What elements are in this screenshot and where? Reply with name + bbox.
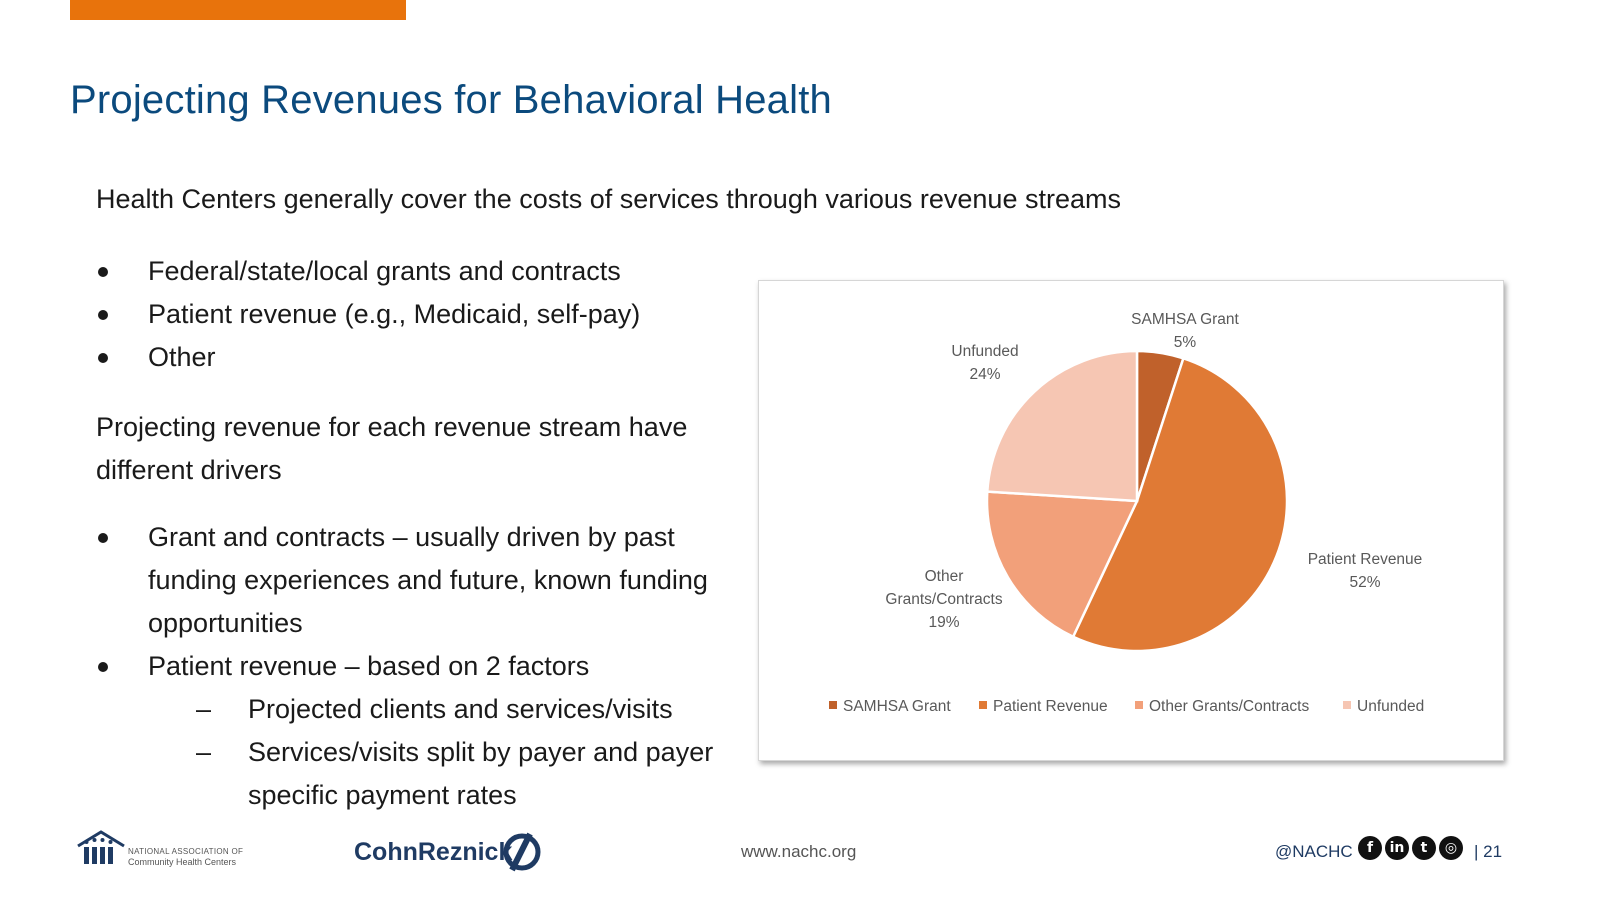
website-link[interactable]: www.nachc.org: [741, 842, 857, 861]
revenue-stream-list: Federal/state/local grants and contracts…: [96, 250, 640, 379]
pie-data-label: Patient Revenue 52%: [1308, 551, 1423, 591]
page-number: | 21: [1474, 842, 1503, 861]
drivers-paragraph: Projecting revenue for each revenue stre…: [96, 412, 688, 485]
list-item: Patient revenue – based on 2 factors: [96, 645, 736, 688]
patient-revenue-factors: Projected clients and services/visits Se…: [196, 688, 716, 817]
pie-data-label: Unfunded 24%: [951, 343, 1018, 383]
revenue-pie-chart: SAMHSA Grant 5% Patient Revenue 52% Other Gra…: [758, 280, 1504, 761]
linkedin-icon[interactable]: in: [1385, 836, 1409, 860]
list-item: Patient revenue (e.g., Medicaid, self-pa…: [96, 293, 640, 336]
pie-slice: [1071, 356, 1289, 653]
partner-logo-text: CohnReznick: [354, 838, 513, 866]
drivers-list: Grant and contracts – usually driven by …: [96, 516, 736, 688]
nachc-org-name: NATIONAL ASSOCIATION OF Community Health…: [128, 847, 244, 867]
cohnreznick-logo-icon: [503, 832, 541, 872]
pie-slice: [985, 349, 1139, 503]
page-title: Projecting Revenues for Behavioral Healt…: [70, 78, 832, 122]
pie-data-label: Other Grants/Contracts 19%: [885, 568, 1002, 631]
list-item: Projected clients and services/visits: [196, 688, 716, 731]
legend-swatch: [1343, 701, 1351, 709]
legend-label: Patient Revenue: [993, 698, 1108, 715]
legend-label: SAMHSA Grant: [843, 698, 951, 715]
twitter-icon[interactable]: t: [1412, 836, 1436, 860]
legend-swatch: [829, 701, 837, 709]
pie-slice: [985, 490, 1139, 639]
pie-chart-canvas: SAMHSA Grant 5% Patient Revenue 52% Other Gra…: [829, 311, 1424, 715]
list-item: Other: [96, 336, 640, 379]
legend-label: Other Grants/Contracts: [1149, 698, 1309, 715]
legend-swatch: [979, 701, 987, 709]
facebook-icon[interactable]: f: [1358, 836, 1382, 860]
list-item: Grant and contracts – usually driven by …: [96, 516, 736, 645]
list-item: Services/visits split by payer and payer…: [196, 731, 716, 817]
intro-text: Health Centers generally cover the costs…: [96, 184, 1121, 214]
instagram-icon[interactable]: ◎: [1439, 836, 1463, 860]
social-handle: @NACHC: [1275, 842, 1353, 861]
pie-data-label: SAMHSA Grant 5%: [1131, 311, 1239, 351]
legend-label: Unfunded: [1357, 698, 1424, 715]
nachc-logo-icon: [77, 830, 125, 864]
list-item: Federal/state/local grants and contracts: [96, 250, 640, 293]
social-icons: f in t ◎: [1358, 836, 1463, 860]
legend-swatch: [1135, 701, 1143, 709]
accent-bar: [70, 0, 406, 20]
